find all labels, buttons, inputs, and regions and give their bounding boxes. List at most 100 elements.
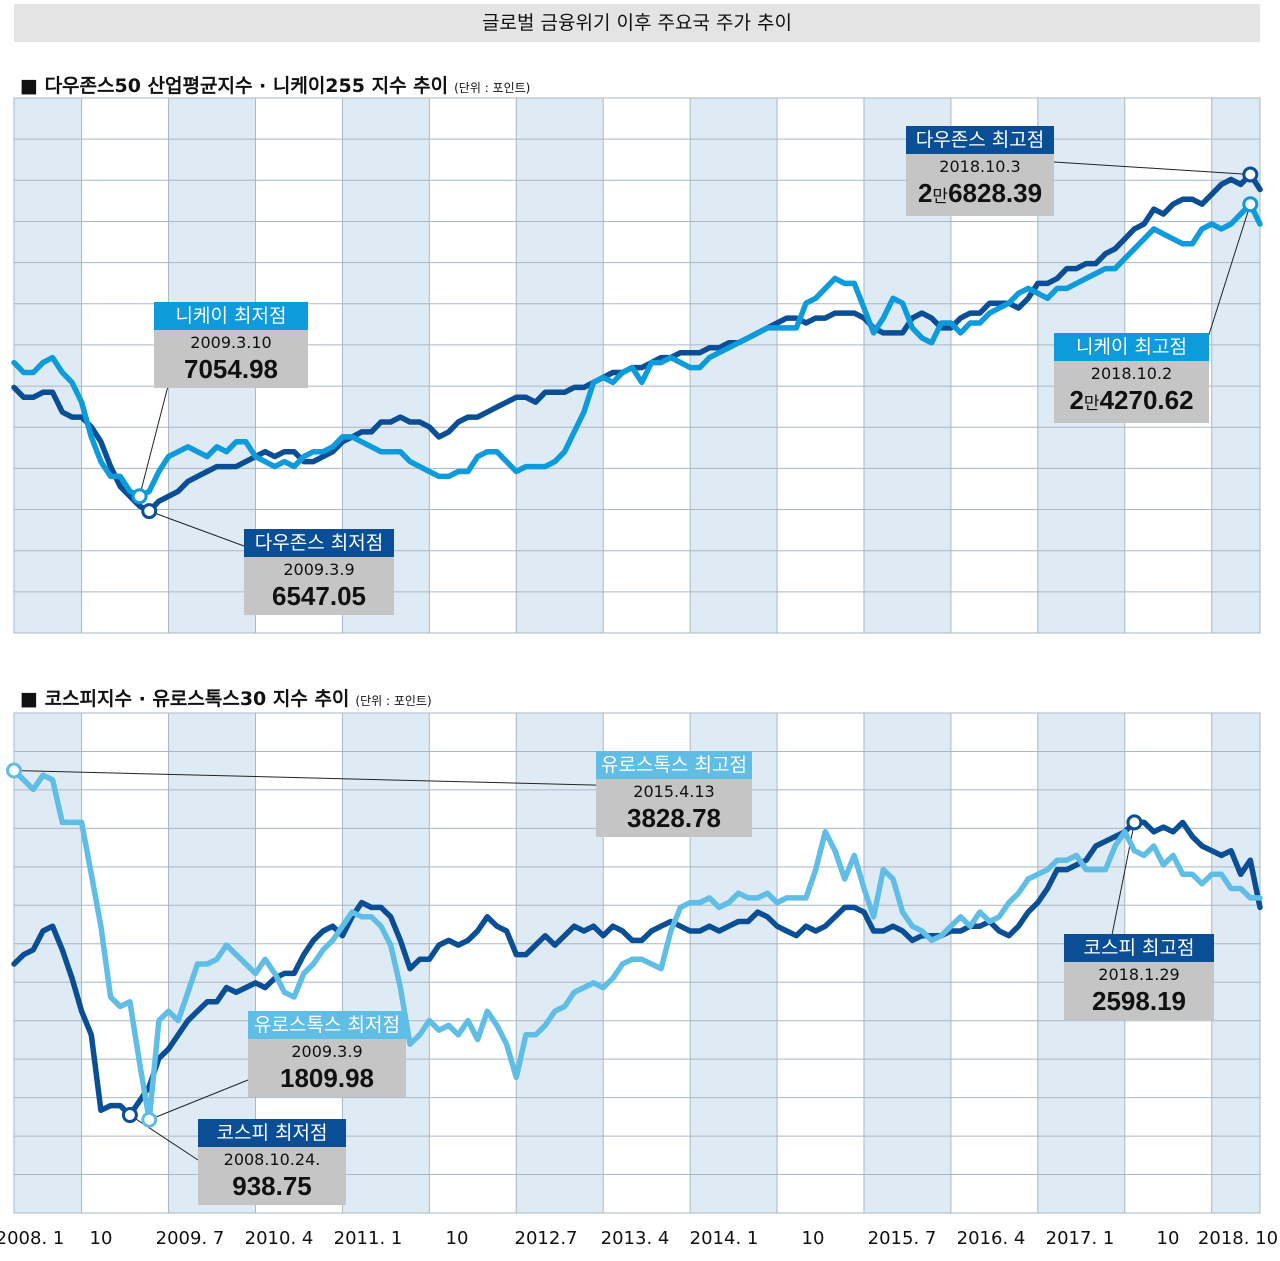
euro-high-date: 2015.4.13 [633,782,715,801]
year-band [81,713,169,1213]
nikkei-low-callout: 니케이 최저점 2009.3.10 7054.98 [154,302,308,388]
extreme-point-marker [131,488,148,505]
x-tick-label: 2016. 4 [956,1228,1026,1249]
kospi-high-date: 2018.1.29 [1098,965,1180,984]
panel2-title-text: ■ 코스피지수 · 유로스톡스30 지수 추이 [20,688,350,710]
x-tick-label: 2017. 1 [1045,1228,1115,1249]
kospi-low-label: 코스피 최저점 [198,1119,346,1147]
callout-leader-line [129,1114,199,1161]
extreme-point-marker [1126,814,1143,831]
year-band [516,98,604,633]
nikkei-high-callout: 니케이 최고점 2018.10.2 2만4270.62 [1054,333,1209,423]
kospi-low-value: 938.75 [232,1171,312,1201]
x-tick-label: 2014. 1 [689,1228,759,1249]
extreme-markers [6,166,1259,1128]
euro-low-box: 2009.3.9 1809.98 [248,1039,406,1097]
nikkei-low-date: 2009.3.10 [190,333,272,352]
panel2-title: ■ 코스피지수 · 유로스톡스30 지수 추이 (단위 : 포인트) [20,684,432,711]
callout-leader-line [149,510,245,547]
series-lines [11,171,1263,1123]
dow-high-box: 2018.10.3 2만6828.39 [906,154,1054,216]
year-band [863,713,951,1213]
x-tick-label: 2018. 10 [1197,1228,1279,1249]
series-line-코스피 [11,819,1263,1118]
nikkei-high-value-man: 2 [1069,385,1084,415]
extreme-point-marker [141,503,158,520]
year-band [429,713,517,1213]
x-tick-label: 2010. 4 [244,1228,314,1249]
x-tick-label: 10 [445,1228,469,1249]
extreme-point-marker [121,1107,138,1124]
panel1-unit: (단위 : 포인트) [454,81,531,95]
nikkei-high-date: 2018.10.2 [1090,364,1173,383]
year-band [14,713,82,1213]
kospi-low-date: 2008.10.24. [223,1150,321,1169]
nikkei-high-value-unit: 만 [1083,394,1100,413]
panel2-unit: (단위 : 포인트) [355,694,432,708]
callout-leader-line [1204,204,1251,348]
nikkei-low-label: 니케이 최저점 [154,302,308,330]
x-tick-label: 10 [801,1228,825,1249]
year-band [1211,713,1260,1213]
dow-high-value-rest: 6828.39 [948,178,1043,208]
dow-low-box: 2009.3.9 6547.05 [244,557,394,615]
kospi-high-label: 코스피 최고점 [1064,934,1214,962]
nikkei-high-value-rest: 4270.62 [1099,385,1194,415]
euro-low-label: 유로스톡스 최저점 [248,1011,406,1039]
euro-high-box: 2015.4.13 3828.78 [596,779,752,837]
extreme-point-marker [141,1111,158,1128]
nikkei-low-value: 7054.98 [184,354,278,384]
year-band [14,98,82,633]
x-tick-label: 2012.7 [514,1228,578,1249]
x-tick-label: 10 [89,1228,113,1249]
dow-high-callout: 다우존스 최고점 2018.10.3 2만6828.39 [906,126,1054,216]
extreme-point-marker [6,762,22,779]
year-band [429,98,517,633]
extreme-point-marker [1242,166,1259,183]
callout-leader-line [1053,161,1251,175]
euro-low-callout: 유로스톡스 최저점 2009.3.9 1809.98 [248,1011,406,1097]
nikkei-high-value: 2만4270.62 [1054,385,1209,419]
series-line-유로스톡스 [11,767,1263,1123]
x-tick-label: 2009. 7 [155,1228,225,1249]
year-band [777,713,864,1213]
dow-low-date: 2009.3.9 [283,560,355,579]
x-tick-label: 10 [1156,1228,1180,1249]
dow-high-value-man: 2 [917,178,933,208]
dow-low-label: 다우존스 최저점 [244,529,394,557]
dow-high-label: 다우존스 최고점 [906,126,1054,154]
euro-low-date: 2009.3.9 [291,1042,363,1061]
dow-high-value: 2만6828.39 [906,178,1054,212]
kospi-high-callout: 코스피 최고점 2018.1.29 2598.19 [1064,934,1214,1020]
nikkei-high-label: 니케이 최고점 [1054,333,1209,361]
x-tick-label: 2013. 4 [600,1228,670,1249]
year-band [777,98,864,633]
kospi-high-value: 2598.19 [1092,986,1186,1016]
callout-leader-line [149,1079,249,1121]
kospi-high-box: 2018.1.29 2598.19 [1064,962,1214,1020]
euro-low-value: 1809.98 [280,1063,374,1093]
nikkei-low-box: 2009.3.10 7054.98 [154,330,308,388]
dow-low-callout: 다우존스 최저점 2009.3.9 6547.05 [244,529,394,615]
series-line-니케이 [11,201,1263,500]
extreme-point-marker [1242,196,1259,213]
panel1-background [13,97,1261,634]
callout-leader-line [139,385,169,497]
dow-high-date: 2018.10.3 [939,157,1021,176]
x-tick-label: 2015. 7 [867,1228,937,1249]
chart-banner-title: 글로벌 금융위기 이후 주요국 주가 추이 [14,4,1260,42]
euro-high-value: 3828.78 [627,803,721,833]
euro-high-label: 유로스톡스 최고점 [596,751,752,779]
year-band [516,713,604,1213]
year-band [950,713,1038,1213]
panel1-title: ■ 다우존스50 산업평균지수 · 니케이255 지수 추이 (단위 : 포인트) [20,71,530,98]
dow-high-value-unit: 만 [932,187,949,206]
nikkei-high-box: 2018.10.2 2만4270.62 [1054,361,1209,423]
series-line-다우존스 [11,171,1263,514]
kospi-low-callout: 코스피 최저점 2008.10.24. 938.75 [198,1119,346,1205]
dow-low-value: 6547.05 [272,581,366,611]
panel1-title-text: ■ 다우존스50 산업평균지수 · 니케이255 지수 추이 [20,75,449,97]
kospi-low-box: 2008.10.24. 938.75 [198,1147,346,1205]
euro-high-callout: 유로스톡스 최고점 2015.4.13 3828.78 [596,751,752,837]
